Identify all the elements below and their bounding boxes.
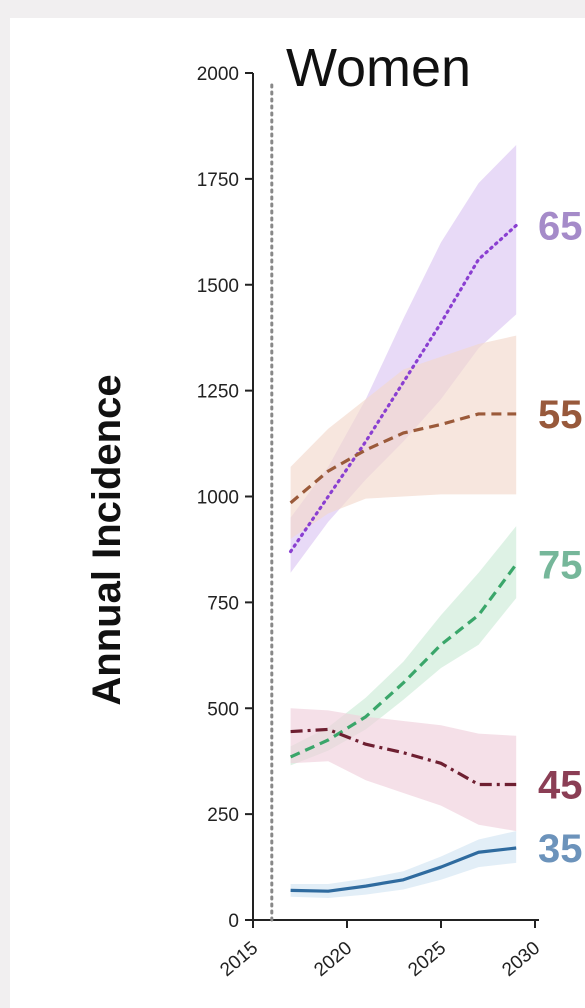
y-tick-label: 0 xyxy=(228,911,239,932)
series-lines xyxy=(289,223,518,893)
series-label-35: 35 xyxy=(538,827,583,871)
y-tick-label: 2000 xyxy=(197,64,239,85)
band-55 xyxy=(290,335,517,539)
y-tick-label: 750 xyxy=(207,593,239,614)
series-label-75: 75 xyxy=(538,543,583,587)
series-label-55: 55 xyxy=(538,393,583,437)
line-35 xyxy=(290,846,517,893)
band-35 xyxy=(290,831,517,898)
y-tick-label: 1250 xyxy=(197,382,239,403)
y-tick-label: 1500 xyxy=(197,276,239,297)
y-tick-label: 250 xyxy=(207,805,239,826)
band-45 xyxy=(290,708,517,832)
line-65 xyxy=(289,223,518,554)
chart-stage: 0 250 500 750 1000 1250 1500 1750 2000 2015 2020 20… xyxy=(10,18,585,1008)
x-tick-label: 2015 xyxy=(216,938,262,981)
y-tick-label: 500 xyxy=(207,699,239,720)
x-tick-label: 2030 xyxy=(498,938,544,981)
x-tick-label: 2025 xyxy=(404,938,450,981)
incidence-chart: 0 250 500 750 1000 1250 1500 1750 2000 2015 2020 20… xyxy=(85,38,583,981)
series-label-45: 45 xyxy=(538,763,583,807)
series-label-65: 65 xyxy=(538,204,583,248)
y-axis-label: Annual Incidence xyxy=(85,374,129,705)
y-tick-label: 1750 xyxy=(197,170,239,191)
x-tick-label: 2020 xyxy=(310,938,356,981)
y-tick-label: 1000 xyxy=(197,488,239,509)
chart-title: Women xyxy=(286,38,471,98)
series-labels: 65 55 75 45 35 xyxy=(538,204,583,871)
confidence-bands xyxy=(290,144,517,898)
line-75 xyxy=(289,563,518,759)
line-55 xyxy=(289,412,517,505)
